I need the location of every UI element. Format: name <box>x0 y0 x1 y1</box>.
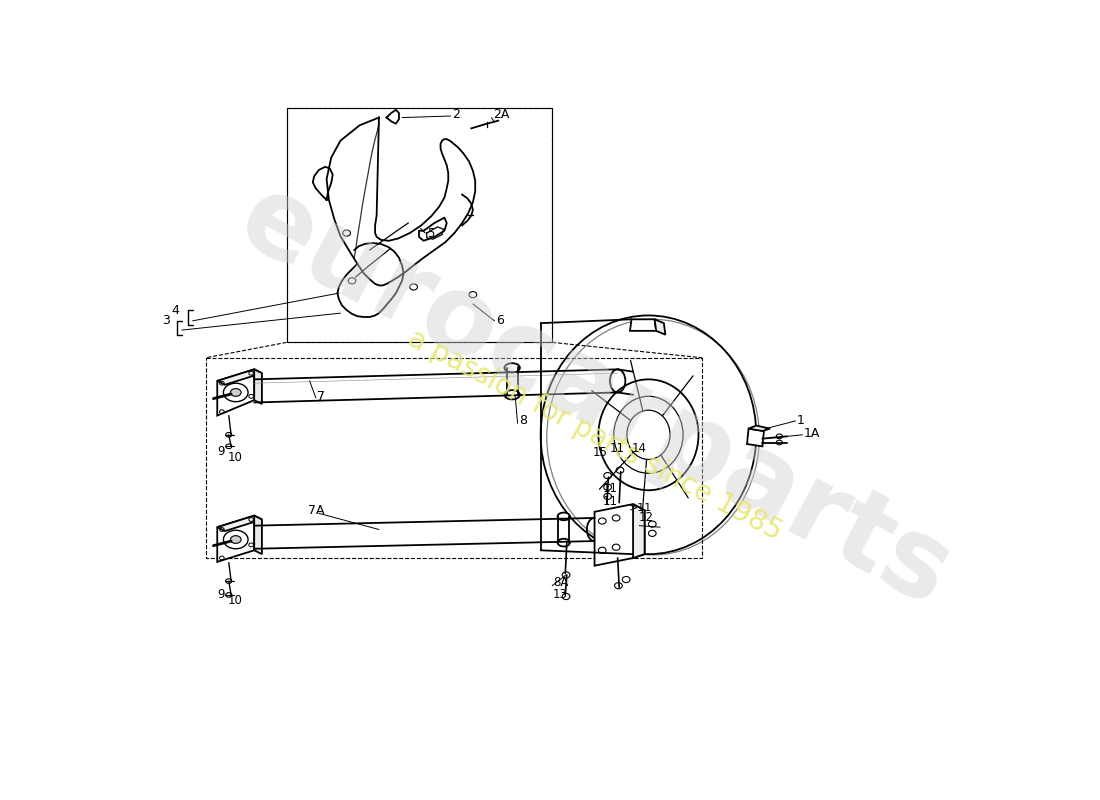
Text: 2: 2 <box>452 108 460 121</box>
Text: 10: 10 <box>228 451 242 464</box>
Ellipse shape <box>230 536 241 543</box>
Ellipse shape <box>505 363 520 373</box>
Polygon shape <box>654 319 666 334</box>
Ellipse shape <box>604 494 612 499</box>
Text: 7A: 7A <box>308 504 324 517</box>
Ellipse shape <box>649 521 656 527</box>
Polygon shape <box>634 504 645 558</box>
Text: 11: 11 <box>603 482 617 495</box>
Text: eurocarparts: eurocarparts <box>221 164 968 629</box>
Polygon shape <box>254 370 262 404</box>
Polygon shape <box>747 429 763 446</box>
Text: 10: 10 <box>228 594 242 607</box>
Text: 7: 7 <box>318 390 326 403</box>
Ellipse shape <box>505 390 520 399</box>
Text: 8: 8 <box>519 414 527 427</box>
Polygon shape <box>254 516 262 554</box>
Text: 11: 11 <box>609 442 625 455</box>
Polygon shape <box>218 516 262 531</box>
Ellipse shape <box>558 538 570 546</box>
Text: 4: 4 <box>170 303 178 317</box>
Ellipse shape <box>230 389 241 396</box>
Ellipse shape <box>604 484 612 490</box>
Polygon shape <box>594 504 645 566</box>
Text: 6: 6 <box>496 314 504 327</box>
Polygon shape <box>218 370 262 385</box>
Polygon shape <box>749 426 770 431</box>
Text: 3: 3 <box>162 314 169 327</box>
Text: 15: 15 <box>593 446 608 459</box>
Text: 13: 13 <box>553 589 568 602</box>
Text: 1: 1 <box>798 414 805 427</box>
Ellipse shape <box>615 582 623 589</box>
Text: 5: 5 <box>427 226 434 239</box>
Ellipse shape <box>623 577 630 582</box>
Ellipse shape <box>558 513 570 520</box>
Text: 9: 9 <box>218 446 224 458</box>
Text: 9: 9 <box>218 588 224 601</box>
Text: >11: >11 <box>628 503 651 513</box>
Text: 14: 14 <box>631 442 647 455</box>
Text: 11: 11 <box>603 495 617 508</box>
Polygon shape <box>630 319 656 331</box>
Ellipse shape <box>223 383 249 402</box>
Text: 1A: 1A <box>804 426 821 440</box>
Text: a passion for parts since 1985: a passion for parts since 1985 <box>403 324 786 546</box>
Text: 8A: 8A <box>553 576 569 589</box>
Ellipse shape <box>649 530 656 537</box>
Text: 2A: 2A <box>493 108 509 121</box>
Polygon shape <box>218 370 254 415</box>
Polygon shape <box>218 516 254 562</box>
Text: 12: 12 <box>638 511 653 525</box>
Ellipse shape <box>223 530 249 549</box>
